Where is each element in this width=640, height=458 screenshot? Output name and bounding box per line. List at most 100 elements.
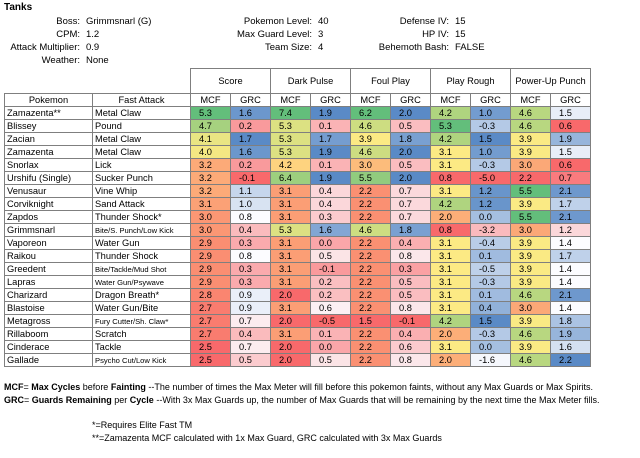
- mcf-value-cell: 3.2: [190, 171, 231, 185]
- grc-value-cell: 0.5: [310, 249, 351, 263]
- fast-attack-cell: Bite/S. Punch/Low Kick: [92, 223, 191, 237]
- mcf-value-cell: 2.0: [270, 340, 311, 354]
- mcf-bold-2: Fainting: [110, 382, 146, 392]
- mcf-value-cell: 3.9: [510, 132, 551, 146]
- mcf-value-cell: 4.2: [430, 197, 471, 211]
- mcf-value-cell: 2.2: [350, 249, 391, 263]
- table-row: Corviknight Sand Attack 3.1 1.0 3.1 0.4 2.2 0.7…: [4, 197, 591, 211]
- column-header-pokemon: Pokemon: [4, 93, 93, 107]
- group-header-power-up-punch: Power-Up Punch: [510, 68, 591, 94]
- info-label: Attack Multiplier:: [10, 42, 80, 53]
- grc-bold-2: Cycle: [129, 395, 154, 405]
- mcf-value-cell: 4.1: [190, 132, 231, 146]
- grc-value-cell: 0.6: [310, 301, 351, 315]
- section-title: Tanks: [4, 2, 33, 13]
- mcf-value-cell: 6.4: [270, 171, 311, 185]
- grc-value-cell: 0.4: [390, 236, 431, 250]
- mcf-value-cell: 2.2: [350, 262, 391, 276]
- grc-value-cell: 1.2: [550, 223, 591, 237]
- fast-attack-cell: Water Gun/Bite: [92, 301, 191, 315]
- grc-value-cell: 1.7: [550, 249, 591, 263]
- mcf-value-cell: 3.1: [430, 275, 471, 289]
- grc-value-cell: 1.2: [470, 197, 511, 211]
- mcf-value-cell: 3.9: [510, 275, 551, 289]
- info-value: None: [86, 55, 109, 66]
- mcf-value-cell: 4.6: [510, 353, 551, 367]
- grc-value-cell: 1.7: [550, 197, 591, 211]
- fast-attack-cell: Thunder Shock: [92, 249, 191, 263]
- mcf-value-cell: 4.0: [190, 145, 231, 159]
- info-value: 0.9: [86, 42, 100, 53]
- info-label: Defense IV:: [399, 16, 449, 27]
- table-row: Charizard Dragon Breath* 2.8 0.9 2.0 0.2 2.2 0.…: [4, 288, 591, 302]
- grc-value-cell: 1.1: [230, 184, 271, 198]
- mcf-value-cell: 2.7: [190, 301, 231, 315]
- mcf-value-cell: 3.9: [510, 249, 551, 263]
- grc-value-cell: 1.2: [470, 184, 511, 198]
- mcf-value-cell: 2.2: [350, 301, 391, 315]
- grc-value-cell: -0.5: [310, 314, 351, 328]
- mcf-value-cell: 5.3: [430, 119, 471, 133]
- pokemon-name-cell: Zamazenta: [4, 145, 93, 159]
- grc-value-cell: 0.3: [230, 262, 271, 276]
- grc-value-cell: 0.7: [550, 171, 591, 185]
- fast-attack-cell: Psycho Cut/Low Kick: [92, 353, 191, 367]
- fast-attack-cell: Bite/Tackle/Mud Shot: [92, 262, 191, 276]
- info-value: 3: [318, 29, 324, 40]
- grc-value-cell: 0.4: [230, 223, 271, 237]
- grc-value-cell: -0.1: [390, 314, 431, 328]
- fast-attack-cell: Scratch: [92, 327, 191, 341]
- grc-value-cell: 0.2: [230, 119, 271, 133]
- column-header-grc: GRC: [310, 93, 351, 107]
- grc-value-cell: 2.1: [550, 184, 591, 198]
- mcf-value-cell: 2.2: [350, 210, 391, 224]
- grc-value-cell: 2.0: [390, 145, 431, 159]
- grc-value-cell: 0.9: [230, 288, 271, 302]
- mcf-value-cell: 4.6: [510, 119, 551, 133]
- mcf-value-cell: 2.2: [350, 340, 391, 354]
- mcf-value-cell: 3.1: [430, 249, 471, 263]
- info-column-ivs: Defense IV: 15 HP IV: 15 Behemoth Bash: FAL…: [372, 15, 485, 54]
- info-label: Behemoth Bash:: [378, 42, 449, 53]
- pokemon-name-cell: Vaporeon: [4, 236, 93, 250]
- grc-value-cell: 0.8: [390, 353, 431, 367]
- fast-attack-cell: Fury Cutter/Sh. Claw*: [92, 314, 191, 328]
- grc-value-cell: 1.9: [550, 132, 591, 146]
- mcf-value-cell: 5.3: [270, 145, 311, 159]
- grc-value-cell: 0.5: [390, 275, 431, 289]
- mcf-bold-1: Max Cycles: [31, 382, 81, 392]
- mcf-value-cell: 5.3: [190, 106, 231, 120]
- mcf-value-cell: 2.0: [270, 314, 311, 328]
- info-label: Max Guard Level:: [237, 29, 312, 40]
- grc-value-cell: 1.7: [230, 132, 271, 146]
- grc-value-cell: 0.6: [550, 158, 591, 172]
- mcf-value-cell: 3.9: [510, 340, 551, 354]
- mcf-value-cell: 4.6: [510, 106, 551, 120]
- mcf-value-cell: 3.9: [510, 197, 551, 211]
- fast-attack-cell: Metal Claw: [92, 132, 191, 146]
- mcf-value-cell: 5.3: [270, 119, 311, 133]
- pokemon-name-cell: Charizard: [4, 288, 93, 302]
- mcf-value-cell: 6.2: [350, 106, 391, 120]
- mcf-value-cell: 2.2: [350, 353, 391, 367]
- mcf-text-1: before: [80, 382, 111, 392]
- table-row: Blissey Pound 4.7 0.2 5.3 0.1 4.6 0.5 5.3 -0.3 4.6…: [4, 119, 591, 133]
- mcf-value-cell: 2.5: [190, 353, 231, 367]
- grc-value-cell: 0.7: [390, 184, 431, 198]
- column-header-mcf: MCF: [430, 93, 471, 107]
- grc-value-cell: 0.2: [230, 158, 271, 172]
- grc-value-cell: 0.3: [230, 275, 271, 289]
- mcf-value-cell: 5.3: [270, 223, 311, 237]
- grc-value-cell: 0.0: [470, 210, 511, 224]
- pokemon-name-cell: Zamazenta**: [4, 106, 93, 120]
- fast-attack-cell: Thunder Shock*: [92, 210, 191, 224]
- grc-value-cell: 1.4: [550, 236, 591, 250]
- grc-value-cell: 0.0: [310, 340, 351, 354]
- table-row: Gallade Psycho Cut/Low Kick 2.5 0.5 2.0 0.5 2.…: [4, 353, 591, 367]
- grc-value-cell: 0.3: [390, 262, 431, 276]
- mcf-value-cell: 3.9: [350, 132, 391, 146]
- grc-value-cell: 1.4: [550, 301, 591, 315]
- grc-value-cell: 0.8: [230, 249, 271, 263]
- mcf-value-cell: 0.8: [430, 171, 471, 185]
- mcf-value-cell: 4.6: [510, 327, 551, 341]
